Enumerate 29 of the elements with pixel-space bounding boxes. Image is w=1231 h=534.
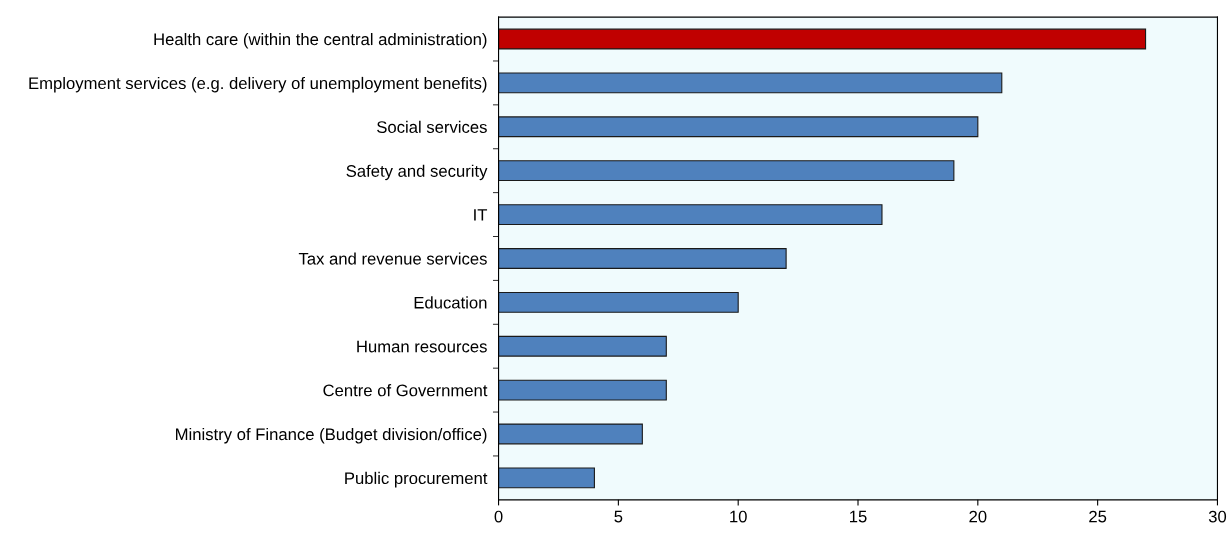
bar [498,291,739,313]
x-tick-label: 25 [1089,510,1107,523]
y-tick-label: Health care (within the central administration) [154,32,487,49]
y-tick-label: Safety and security [346,164,488,181]
y-tick-label: Social services [377,120,487,133]
bar [498,116,979,138]
x-tick-label: 10 [730,510,747,523]
x-tick-label: 15 [850,510,867,523]
y-tick-label: IT [474,209,488,221]
bar [498,28,1147,50]
y-tick-label: Ministry of Finance (Budget division/office) [176,427,487,444]
bar [498,72,1003,94]
bar [498,160,955,182]
x-tick-label: 5 [614,510,623,523]
bar [498,204,883,226]
bar [498,467,595,489]
x-tick-label: 20 [969,510,987,523]
bar [498,248,787,269]
y-tick-label: Education [414,296,487,309]
y-tick-label: Centre of Government [323,384,488,397]
x-tick-label: 30 [1208,510,1227,523]
x-tick-label: 0 [494,510,503,523]
y-tick-label: Employment services (e.g. delivery of unemployment benefits) [29,76,487,93]
bar [498,423,643,445]
y-tick-label: Human resources [357,340,487,353]
y-tick-label: Tax and revenue services [298,252,487,265]
y-tick-label: Public procurement [345,471,488,488]
bar [498,335,667,357]
bar [498,379,667,401]
